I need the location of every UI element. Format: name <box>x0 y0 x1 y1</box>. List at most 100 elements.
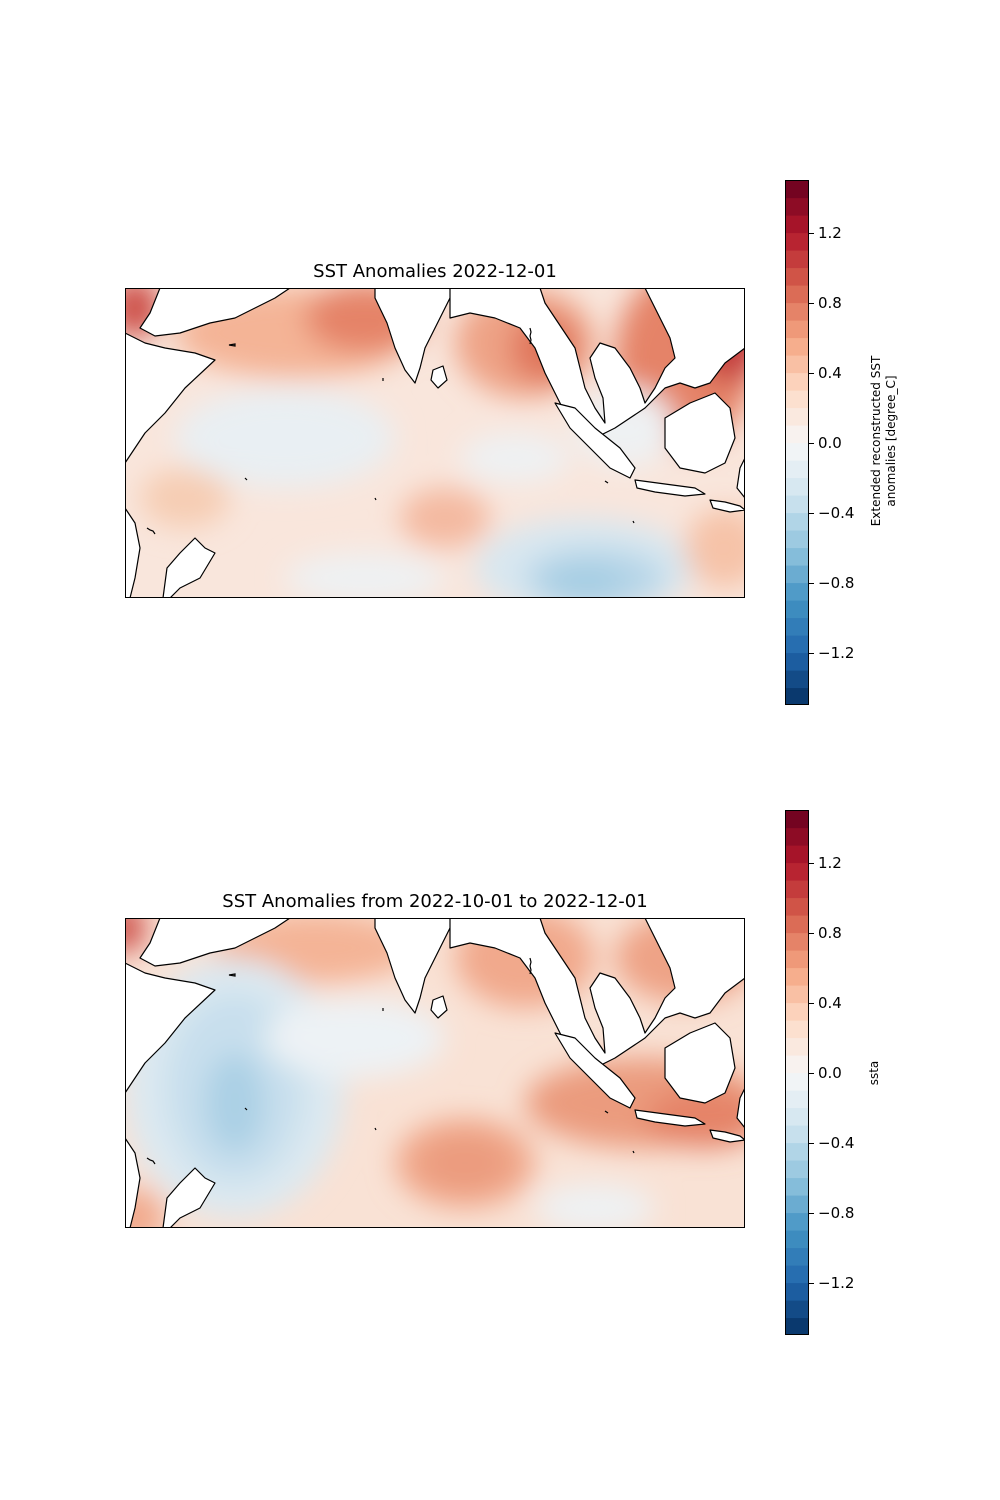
panel2-map-svg <box>125 918 745 1228</box>
land-borneo <box>664 1022 736 1104</box>
panel2-colorbar-svg <box>785 810 809 1335</box>
land-java <box>634 479 706 497</box>
colorbar-band <box>785 425 809 444</box>
land-india <box>374 288 456 384</box>
land-africa-east <box>125 507 141 598</box>
colorbar-band <box>785 442 809 461</box>
colorbar-band <box>785 967 809 986</box>
panel1-title: SST Anomalies 2022-12-01 <box>313 261 557 282</box>
colorbar-band <box>785 827 809 846</box>
colorbar-band <box>785 950 809 969</box>
colorbar-band <box>785 880 809 899</box>
colorbar-band <box>785 862 809 881</box>
land-madagascar <box>162 537 216 598</box>
colorbar-band <box>785 635 809 654</box>
colorbar-band <box>785 1177 809 1196</box>
colorbar-band <box>785 1160 809 1179</box>
land-madagascar <box>162 1167 216 1228</box>
small-islands <box>146 957 635 1165</box>
colorbar-band <box>785 565 809 584</box>
colorbar-band <box>785 1282 809 1301</box>
colorbar-band <box>785 1195 809 1214</box>
colorbar-band <box>785 530 809 549</box>
land-southeast-asia <box>449 288 745 439</box>
colorbar-label-line1: ssta <box>867 1060 881 1086</box>
panel2-map <box>125 918 745 1228</box>
colorbar-band <box>785 1037 809 1056</box>
land-sri-lanka <box>430 365 448 389</box>
land-southeast-asia <box>449 918 745 1069</box>
colorbar-band <box>785 1055 809 1074</box>
colorbar-band <box>785 1300 809 1319</box>
panel1-colorbar-label: Extended reconstructed SST anomalies [de… <box>869 321 901 561</box>
colorbar-band <box>785 302 809 321</box>
colorbar-band <box>785 1090 809 1109</box>
colorbar-tick-label: −1.2 <box>818 643 855 662</box>
colorbar-band <box>785 512 809 531</box>
colorbar-band <box>785 337 809 356</box>
colorbar-band <box>785 810 809 829</box>
colorbar-band <box>785 985 809 1004</box>
colorbar-band <box>785 600 809 619</box>
colorbar-tick-label: −0.4 <box>818 1133 855 1152</box>
land-sumatra <box>554 402 636 479</box>
colorbar-tick-label: 0.8 <box>818 293 842 312</box>
colorbar-band <box>785 250 809 269</box>
colorbar-band <box>785 1230 809 1249</box>
colorbar-band <box>785 845 809 864</box>
panel1-map-svg <box>125 288 745 598</box>
land-sulawesi <box>736 1087 745 1129</box>
colorbar-tick-label: −0.8 <box>818 1203 855 1222</box>
colorbar-tick-label: −1.2 <box>818 1273 855 1292</box>
colorbar-tick-label: −0.8 <box>818 573 855 592</box>
colorbar-tick-label: 0.0 <box>818 1063 842 1082</box>
panel1-colorbar-svg <box>785 180 809 705</box>
colorbar-band <box>785 320 809 339</box>
panel1-colorbar <box>785 180 809 705</box>
land-india <box>374 918 456 1014</box>
land-africa-arabia <box>125 918 291 1094</box>
colorbar-band <box>785 285 809 304</box>
colorbar-band <box>785 547 809 566</box>
colorbar-band <box>785 1072 809 1091</box>
land-lesser-sunda <box>709 1129 745 1143</box>
colorbar-band <box>785 1125 809 1144</box>
colorbar-band <box>785 1020 809 1039</box>
colorbar-tick-label: 0.4 <box>818 993 842 1012</box>
panel2-colorbar-label: ssta <box>867 1013 883 1133</box>
colorbar-band <box>785 1142 809 1161</box>
colorbar-band <box>785 932 809 951</box>
colorbar-tick-label: 1.2 <box>818 853 842 872</box>
panel2-colorbar-ticks: 1.2 0.8 0.4 0.0 −0.4 −0.8 −1.2 <box>809 810 869 1335</box>
colorbar-tick-label: 1.2 <box>818 223 842 242</box>
colorbar-band <box>785 180 809 199</box>
panel1-colorbar-ticks: 1.2 0.8 0.4 0.0 −0.4 −0.8 −1.2 <box>809 180 869 705</box>
colorbar-band <box>785 1317 809 1335</box>
land-africa-east <box>125 1137 141 1228</box>
colorbar-band <box>785 687 809 705</box>
colorbar-band <box>785 1265 809 1284</box>
land-borneo <box>664 392 736 474</box>
colorbar-band <box>785 267 809 286</box>
colorbar-band <box>785 407 809 426</box>
colorbar-band <box>785 915 809 934</box>
colorbar-band <box>785 232 809 251</box>
colorbar-band <box>785 1002 809 1021</box>
colorbar-band <box>785 617 809 636</box>
colorbar-band <box>785 197 809 216</box>
colorbar-tick-label: 0.8 <box>818 923 842 942</box>
colorbar-label-line2: anomalies [degree_C] <box>884 375 898 507</box>
panel1-map <box>125 288 745 598</box>
land-sulawesi <box>736 457 745 499</box>
colorbar-band <box>785 355 809 374</box>
colorbar-band <box>785 372 809 391</box>
colorbar-frame <box>785 810 809 1335</box>
colorbar-frame <box>785 180 809 705</box>
colorbar-band <box>785 1107 809 1126</box>
panel1-map-frame <box>125 288 745 598</box>
land-java <box>634 1109 706 1127</box>
colorbar-tick-label: 0.0 <box>818 433 842 452</box>
colorbar-band <box>785 215 809 234</box>
small-islands <box>146 327 635 535</box>
colorbar-band <box>785 670 809 689</box>
